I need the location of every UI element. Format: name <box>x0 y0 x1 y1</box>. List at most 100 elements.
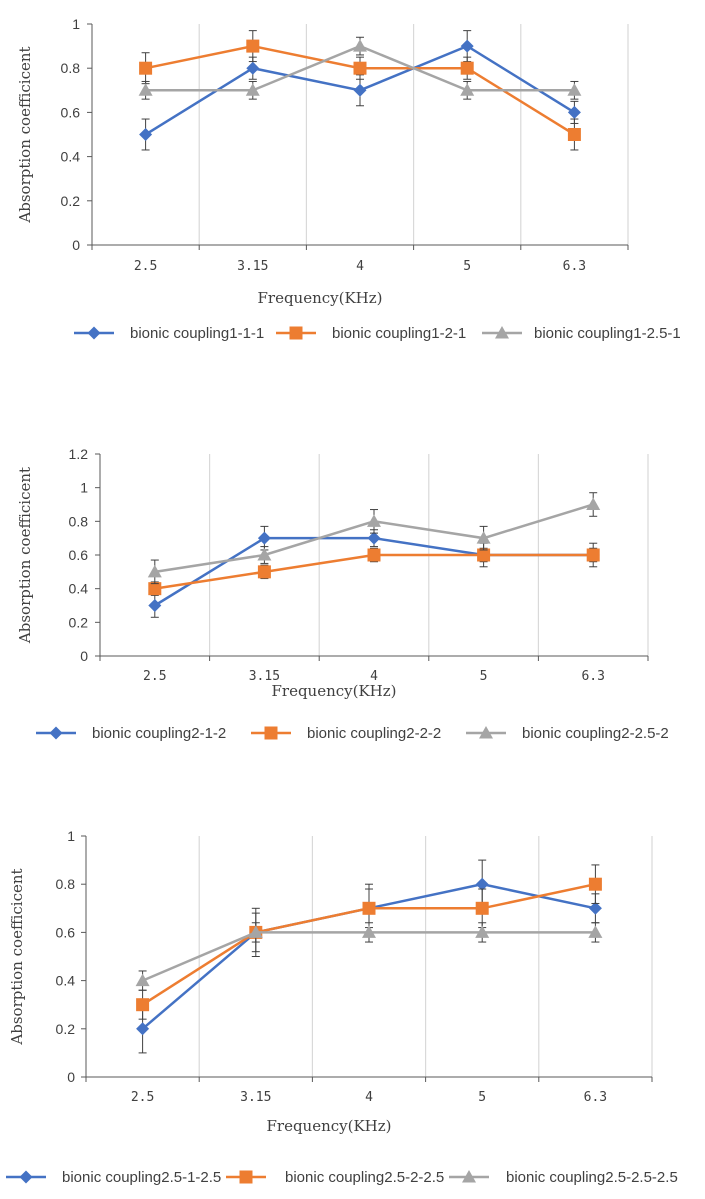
data-point <box>567 83 582 96</box>
data-point <box>460 39 474 53</box>
legend-marker <box>87 326 101 340</box>
legend-entry: bionic coupling1-1-1 <box>74 325 264 342</box>
series-3 <box>147 492 601 585</box>
legend-marker <box>289 326 303 340</box>
y-tick-label: 0 <box>72 237 80 253</box>
x-tick-label: 4 <box>365 1090 373 1105</box>
y-tick-label: 1 <box>67 828 75 844</box>
chart-1: 0 0.2 0.4 0.6 0.8 1 2.5 3.15 4 5 6.3 Frequency(KHz)… <box>16 16 681 342</box>
x-tick-label: 2.5 <box>131 1090 154 1105</box>
data-point <box>567 105 581 119</box>
legend-label: bionic coupling2.5-2.5-2.5 <box>506 1169 678 1186</box>
data-point <box>362 901 376 915</box>
x-tick-label: 4 <box>370 669 378 684</box>
data-point <box>139 61 153 75</box>
data-point <box>148 582 162 596</box>
data-point <box>248 925 263 938</box>
data-point <box>586 548 600 562</box>
data-point <box>257 531 271 545</box>
x-tick-label: 3.15 <box>249 669 280 684</box>
legend-label: bionic coupling1-2-1 <box>332 325 466 342</box>
legend-entry: bionic coupling2-2.5-2 <box>466 725 669 742</box>
y-axis-title: Absorption coefficicent <box>16 467 34 644</box>
legend-marker <box>479 726 493 739</box>
x-tick-label: 6.3 <box>581 669 604 684</box>
data-point <box>138 83 153 96</box>
legend-label: bionic coupling1-1-1 <box>130 325 264 342</box>
series-1 <box>148 525 600 618</box>
legend-entry: bionic coupling1-2-1 <box>276 325 466 342</box>
y-tick-label: 1 <box>80 480 88 496</box>
legend-marker <box>264 726 278 740</box>
y-tick-label: 0.2 <box>69 614 89 630</box>
x-axis-title: Frequency(KHz) <box>266 1117 391 1135</box>
series-3 <box>138 36 582 100</box>
data-point <box>475 901 489 915</box>
data-point <box>353 39 367 52</box>
data-point <box>588 877 602 891</box>
data-point <box>460 83 475 96</box>
series-2 <box>148 547 600 596</box>
data-point <box>139 128 153 141</box>
y-tick-label: 0.4 <box>61 149 81 165</box>
data-point <box>353 83 367 97</box>
x-axis-title: Frequency(KHz) <box>271 682 396 700</box>
y-tick-label: 0.4 <box>69 581 89 597</box>
data-point <box>136 1022 150 1036</box>
y-tick-label: 0 <box>67 1069 75 1085</box>
x-tick-label: 5 <box>480 669 488 684</box>
y-axis-title: Absorption coefficicent <box>16 46 34 223</box>
y-tick-label: 0 <box>80 648 88 664</box>
x-axis-title: Frequency(KHz) <box>257 289 382 307</box>
y-tick-label: 0.8 <box>61 60 81 76</box>
data-point <box>586 497 601 510</box>
legend-label: bionic coupling1-2.5-1 <box>534 325 681 342</box>
data-point <box>475 877 489 891</box>
x-tick-label: 4 <box>356 259 364 274</box>
legend-entry: bionic coupling2-1-2 <box>36 725 226 742</box>
data-point <box>353 61 367 75</box>
y-tick-label: 0.8 <box>69 513 89 529</box>
legend-label: bionic coupling2-2-2 <box>307 725 441 742</box>
legend-marker <box>19 1170 33 1184</box>
x-tick-label: 2.5 <box>134 259 157 274</box>
x-tick-label: 6.3 <box>584 1090 607 1105</box>
y-tick-label: 0.2 <box>56 1021 76 1037</box>
legend-label: bionic coupling2.5-1-2.5 <box>62 1169 221 1186</box>
chart-2: 0 0.2 0.4 0.6 0.8 1 1.2 2.5 3.15 4 5 6.3 Frequency(K… <box>16 446 669 742</box>
y-tick-label: 0.4 <box>56 973 76 989</box>
data-point <box>477 548 491 562</box>
data-point <box>367 548 381 562</box>
data-point <box>476 531 491 544</box>
y-tick-label: 0.2 <box>61 193 81 209</box>
data-point <box>246 39 260 53</box>
legend-entry: bionic coupling2.5-2.5-2.5 <box>449 1169 678 1186</box>
legend-label: bionic coupling2.5-2-2.5 <box>285 1169 444 1186</box>
data-point <box>367 531 381 545</box>
y-tick-label: 0.6 <box>61 104 81 120</box>
data-point <box>475 925 490 938</box>
x-tick-label: 3.15 <box>237 259 268 274</box>
data-point <box>257 565 271 579</box>
x-tick-label: 3.15 <box>240 1090 271 1105</box>
series-2 <box>136 864 602 1020</box>
y-tick-label: 0.6 <box>56 924 76 940</box>
legend-entry: bionic coupling1-2.5-1 <box>482 325 681 342</box>
y-tick-label: 0.8 <box>56 876 76 892</box>
legend-marker <box>495 326 509 339</box>
data-point <box>362 925 376 938</box>
data-point <box>588 901 602 915</box>
data-point <box>148 599 162 612</box>
legend-marker <box>462 1170 476 1183</box>
data-point <box>257 548 272 561</box>
x-tick-label: 5 <box>478 1090 486 1105</box>
data-point <box>245 83 260 96</box>
legend-entry: bionic coupling2.5-2-2.5 <box>226 1169 444 1186</box>
data-point <box>588 925 603 938</box>
data-point <box>567 128 581 141</box>
x-tick-label: 2.5 <box>143 669 166 684</box>
x-tick-label: 6.3 <box>563 259 586 274</box>
series-3 <box>135 922 603 991</box>
